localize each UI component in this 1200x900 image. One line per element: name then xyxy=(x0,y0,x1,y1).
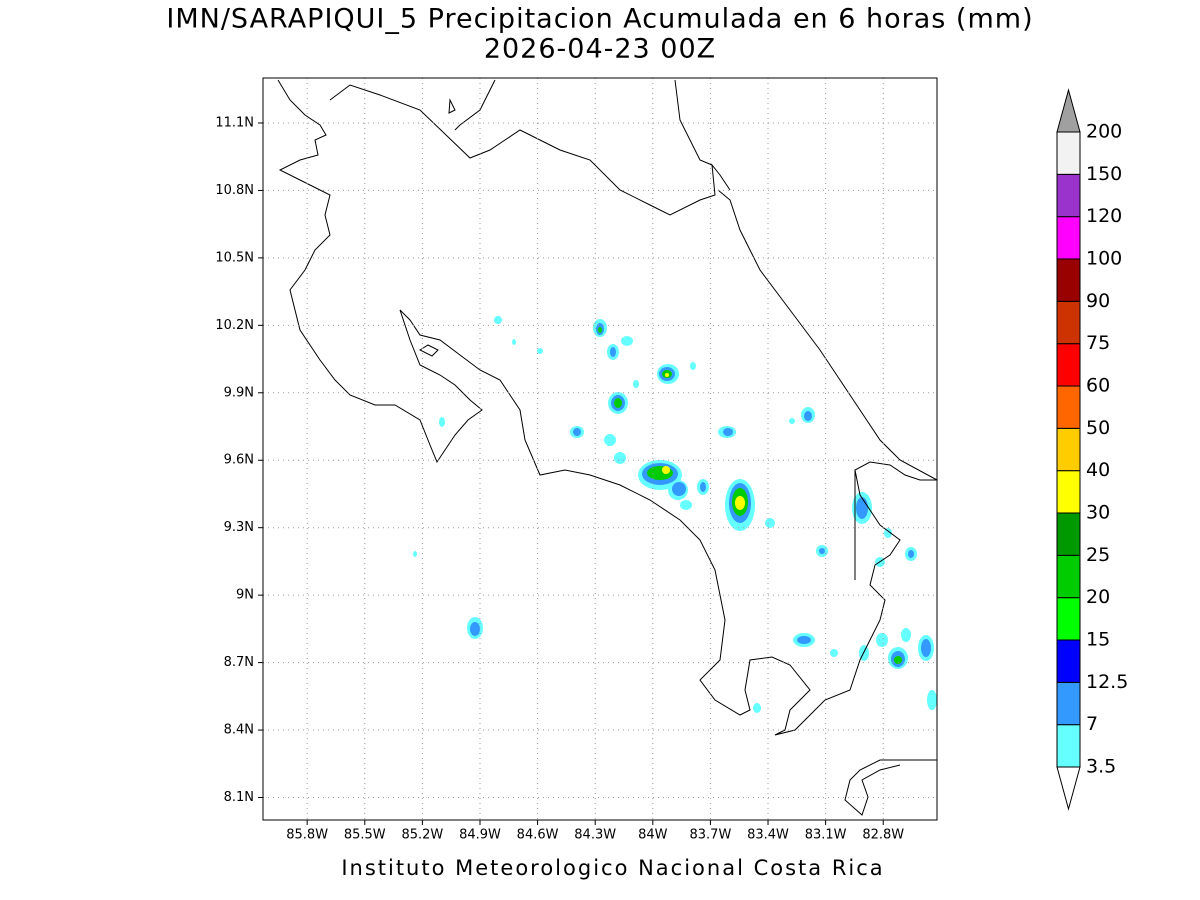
x-tick-label: 85.2W xyxy=(401,828,443,843)
y-tick-label: 10.5N xyxy=(215,250,254,265)
colorbar-box xyxy=(1056,597,1081,641)
colorbar-box xyxy=(1056,724,1081,768)
colorbar-label: 150 xyxy=(1086,163,1122,185)
y-tick-label: 9N xyxy=(236,588,254,603)
colorbar-box xyxy=(1056,554,1081,599)
y-tick-label: 10.2N xyxy=(215,318,254,333)
x-tick-label: 84.6W xyxy=(517,828,559,843)
y-tick-label: 10.8N xyxy=(215,183,254,198)
y-tick-label: 9.6N xyxy=(224,453,254,468)
x-tick-label: 85.5W xyxy=(344,828,386,843)
map-area: 85.8W 85.5W 85.2W 84.9W 84.6W 84.3W 84W 83.7W 83… xyxy=(215,77,938,843)
y-tick-label: 8.1N xyxy=(224,790,254,805)
colorbar-under xyxy=(1056,766,1081,811)
y-tick-label: 8.7N xyxy=(224,655,254,670)
colorbar-box xyxy=(1056,343,1081,387)
title: IMN/SARAPIQUI_5 Precipitacion Acumulada … xyxy=(166,4,1033,35)
x-tick-label: 82.8W xyxy=(862,828,904,843)
colorbar-box xyxy=(1056,512,1081,556)
map-frame xyxy=(262,77,938,821)
colorbar-box xyxy=(1056,385,1081,429)
colorbar-box xyxy=(1056,173,1081,218)
colorbar-label: 12.5 xyxy=(1086,671,1128,693)
coastlines xyxy=(277,79,938,816)
colorbar-label: 200 xyxy=(1086,121,1122,143)
x-tick-label: 84W xyxy=(638,828,668,843)
colorbar-label: 20 xyxy=(1086,586,1110,608)
colorbar-label: 3.5 xyxy=(1086,756,1116,778)
colorbar-label: 25 xyxy=(1086,544,1110,566)
precip-very-heavy xyxy=(662,373,745,510)
x-tick-label: 84.9W xyxy=(459,828,501,843)
y-tick-label: 9.9N xyxy=(224,385,254,400)
y-tick-label: 8.4N xyxy=(224,723,254,738)
subtitle: 2026-04-23 00Z xyxy=(484,34,716,65)
y-tick-label: 11.1N xyxy=(215,115,254,130)
colorbar-label: 7 xyxy=(1086,713,1098,735)
x-tick-label: 85.8W xyxy=(286,828,328,843)
footer: Instituto Meteorologico Nacional Costa R… xyxy=(341,856,884,880)
precipitation-field xyxy=(413,316,937,713)
colorbar-label: 50 xyxy=(1086,417,1110,439)
colorbar-label: 90 xyxy=(1086,290,1110,312)
colorbar-box xyxy=(1056,639,1081,683)
colorbar-label: 30 xyxy=(1086,502,1110,524)
colorbar-label: 40 xyxy=(1086,459,1110,481)
colorbar-over xyxy=(1056,88,1081,133)
colorbar-box xyxy=(1056,681,1081,726)
colorbar-box xyxy=(1056,216,1081,260)
colorbar-box xyxy=(1056,300,1081,345)
x-tick-label: 83.1W xyxy=(805,828,847,843)
colorbar-label: 120 xyxy=(1086,205,1122,227)
colorbar-box xyxy=(1056,131,1081,175)
colorbar-label: 100 xyxy=(1086,248,1122,270)
x-tick-label: 83.7W xyxy=(690,828,732,843)
colorbar-box xyxy=(1056,427,1081,472)
x-tick-label: 84.3W xyxy=(574,828,616,843)
colorbar-label: 15 xyxy=(1086,629,1110,651)
colorbar-box xyxy=(1056,258,1081,302)
colorbar-box xyxy=(1056,470,1081,514)
colorbar-label: 60 xyxy=(1086,375,1110,397)
colorbar-label: 75 xyxy=(1086,332,1110,354)
x-tick-label: 83.4W xyxy=(747,828,789,843)
colorbar: 3.5 7 12.5 15 20 25 30 40 50 60 75 90 100 120 150 200 xyxy=(1056,88,1128,811)
y-tick-label: 9.3N xyxy=(224,520,254,535)
